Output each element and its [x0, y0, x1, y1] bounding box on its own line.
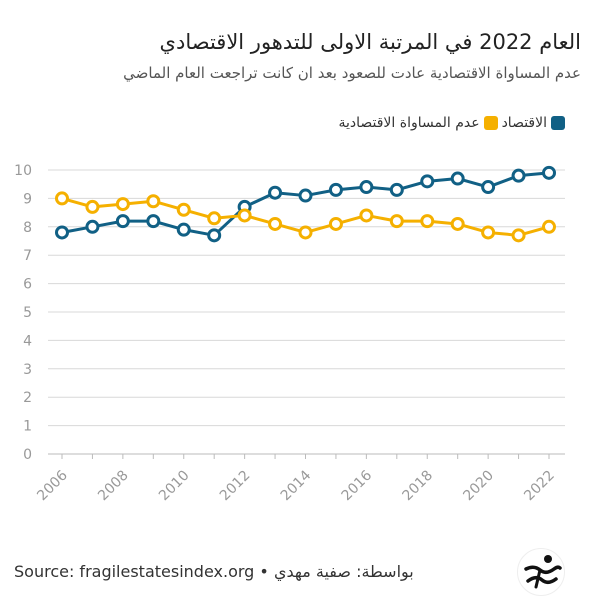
data-point-inequality: [481, 225, 496, 240]
x-tick-label: 2018: [400, 468, 437, 505]
legend-swatch-economy: [551, 116, 565, 130]
y-tick-label: 3: [23, 362, 32, 378]
legend-label-inequality: عدم المساواة الاقتصادية: [338, 115, 480, 131]
data-point-inequality: [359, 208, 374, 223]
data-point-economy: [55, 225, 69, 240]
data-point-economy: [511, 168, 526, 183]
x-tick-label: 2010: [156, 468, 193, 505]
data-point-economy: [268, 185, 283, 200]
x-tick-label: 2008: [95, 468, 132, 505]
line-chart: 0 1 2 3 4 5 6 7 8 9 10 2006 2008 2010 2012 2014 2016 2018…: [14, 163, 565, 505]
chart-title: العام 2022 في المرتبة الاولى للتدهور الا…: [159, 30, 581, 54]
x-tick-label: 2016: [339, 467, 376, 504]
data-point-inequality: [542, 219, 556, 234]
y-tick-label: 2: [23, 390, 32, 406]
legend-item-inequality: عدم المساواة الاقتصادية: [338, 115, 498, 131]
data-point-economy: [389, 182, 404, 197]
byline-text: بواسطة: صفية مهدي: [273, 562, 414, 581]
data-point-inequality: [420, 214, 435, 229]
data-point-economy: [146, 214, 161, 229]
y-tick-label: 0: [23, 447, 32, 463]
data-point-economy: [328, 182, 343, 197]
data-point-economy: [207, 228, 222, 243]
y-tick-label: 1: [23, 419, 32, 435]
y-tick-label: 7: [23, 248, 32, 264]
data-point-economy: [359, 180, 374, 195]
data-point-inequality: [207, 211, 222, 226]
source-separator: •: [259, 562, 269, 581]
data-point-economy: [298, 188, 313, 203]
x-tick-label: 2020: [460, 468, 497, 505]
y-tick-label: 8: [23, 220, 32, 236]
data-point-economy: [85, 219, 100, 234]
data-point-inequality: [511, 228, 526, 243]
data-point-inequality: [389, 214, 404, 229]
y-tick-label: 4: [23, 333, 32, 349]
data-point-economy: [542, 165, 556, 180]
data-point-inequality: [115, 197, 130, 212]
data-point-inequality: [268, 216, 283, 231]
chart-subtitle: عدم المساواة الاقتصادية عادت للصعود بعد …: [123, 64, 581, 82]
brand-logo-icon: [517, 548, 565, 596]
y-tick-label: 10: [14, 163, 32, 179]
source-line: Source: fragilestatesindex.org • بواسطة:…: [14, 562, 414, 581]
y-tick-label: 5: [23, 305, 32, 321]
y-tick-label: 9: [23, 191, 32, 207]
legend-swatch-inequality: [483, 116, 498, 130]
x-tick-label: 2012: [217, 468, 254, 505]
x-tick-label: 2022: [521, 468, 558, 505]
chart-legend: الاقتصاد عدم المساواة الاقتصادية: [338, 115, 565, 131]
x-tick-label: 2006: [34, 467, 71, 504]
legend-item-economy: الاقتصاد: [502, 115, 565, 131]
data-point-economy: [420, 174, 435, 189]
data-point-economy: [481, 180, 496, 195]
data-point-economy: [176, 222, 191, 237]
data-point-inequality: [450, 216, 465, 231]
x-tick-label: 2014: [278, 467, 315, 504]
data-point-inequality: [298, 225, 313, 240]
data-point-inequality: [237, 208, 252, 223]
legend-label-economy: الاقتصاد: [501, 115, 547, 131]
data-point-inequality: [146, 194, 161, 209]
data-point-inequality: [328, 216, 343, 231]
data-point-inequality: [85, 199, 100, 214]
data-point-inequality: [176, 202, 191, 217]
data-point-economy: [115, 214, 130, 229]
source-text: Source: fragilestatesindex.org: [14, 562, 255, 581]
data-point-economy: [450, 171, 465, 186]
data-point-inequality: [55, 191, 69, 206]
y-tick-label: 6: [23, 277, 32, 293]
